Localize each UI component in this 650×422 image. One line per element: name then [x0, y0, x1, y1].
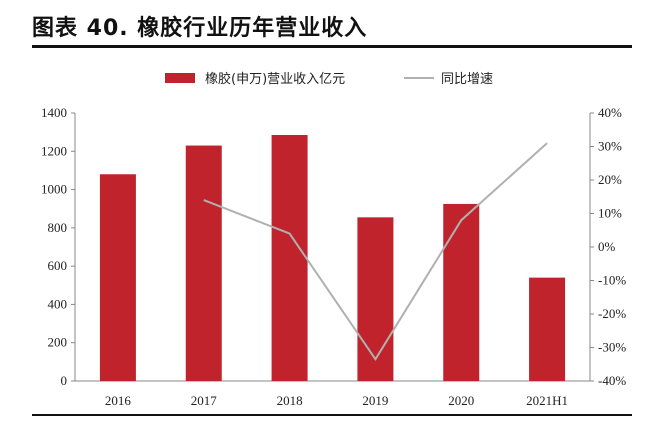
y-left-tick-label: 400 [48, 296, 68, 311]
legend: 橡胶(申万)营业收入亿元 同比增速 [165, 71, 493, 87]
y-right-tick-label: 10% [598, 206, 622, 221]
legend-swatch-bar [165, 73, 195, 83]
bar [529, 277, 566, 381]
x-tick-label: 2020 [448, 393, 474, 408]
growth-line-path [203, 142, 548, 362]
bar [357, 217, 394, 381]
y-right-tick-label: -40% [598, 373, 626, 388]
x-tick-label: 2019 [362, 393, 388, 408]
y-left-tick-label: 0 [61, 373, 68, 388]
legend-label-bar: 橡胶(申万)营业收入亿元 [205, 71, 345, 87]
y-right-tick-label: -30% [598, 340, 626, 355]
x-tick-label: 2016 [105, 393, 132, 408]
bar [271, 135, 308, 381]
bar [99, 174, 136, 381]
legend-label-line: 同比增速 [441, 72, 493, 87]
x-tick-label: 2021H1 [526, 393, 568, 408]
x-tick-label: 2018 [277, 393, 303, 408]
y-left-tick-label: 1400 [41, 105, 67, 120]
y-left-tick-label: 1000 [41, 182, 67, 197]
chart-title: 图表 40. 橡胶行业历年营业收入 [32, 16, 368, 41]
y-right-tick-label: 0% [598, 239, 616, 254]
y-right-tick-label: 30% [598, 139, 622, 154]
y-right-tick-label: 20% [598, 172, 622, 187]
y-left-tick-label: 200 [48, 335, 68, 350]
y-left-tick-label: 600 [48, 258, 68, 273]
x-tick-label: 2017 [191, 393, 218, 408]
axes [71, 112, 594, 382]
axis-labels: 0 200 400 600 800 1000 1200 1400 -40% -30% -20% -10… [41, 105, 626, 408]
y-right-tick-label: -10% [598, 273, 626, 288]
y-left-tick-label: 1200 [41, 143, 67, 158]
y-right-tick-label: -20% [598, 306, 626, 321]
y-right-tick-label: 40% [598, 105, 622, 120]
y-left-tick-label: 800 [48, 220, 68, 235]
bar [185, 145, 222, 381]
title-rule [32, 45, 632, 48]
growth-line [203, 142, 548, 362]
bar [443, 203, 480, 381]
bottom-rule [32, 414, 632, 416]
bars [99, 135, 566, 381]
